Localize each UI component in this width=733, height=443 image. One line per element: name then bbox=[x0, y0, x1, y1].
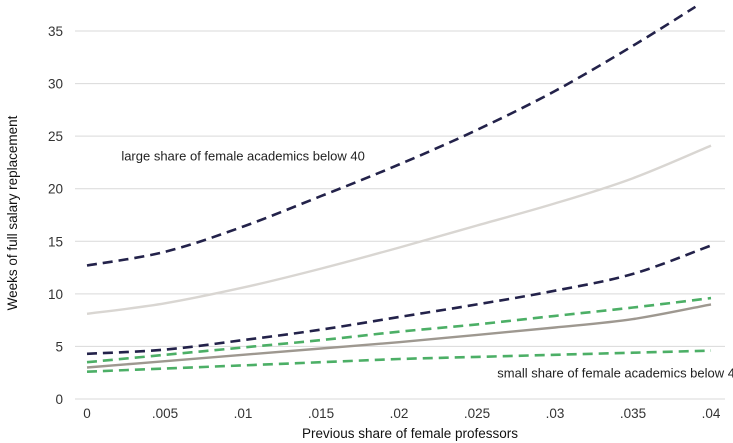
annotation-1: small share of female academics below 40 bbox=[497, 365, 733, 380]
x-tick-label-4: .02 bbox=[390, 406, 409, 421]
y-axis-title: Weeks of full salary replacement bbox=[5, 115, 20, 310]
x-axis-ticks: 0 .005 .01 .015 .02 .025 .03 .035 .04 bbox=[83, 406, 721, 421]
x-tick-label-2: .01 bbox=[234, 406, 253, 421]
x-tick-label-5: .025 bbox=[464, 406, 490, 421]
series-line-small-upper bbox=[86, 296, 712, 364]
annotation-0: large share of female academics below 40 bbox=[121, 148, 365, 163]
y-tick-label-0: 0 bbox=[55, 392, 63, 407]
y-tick-label-2: 10 bbox=[48, 287, 63, 302]
series-line-small-lower bbox=[86, 349, 712, 373]
x-tick-label-3: .015 bbox=[308, 406, 334, 421]
y-tick-label-1: 5 bbox=[55, 339, 63, 354]
plot-series bbox=[86, 5, 712, 373]
x-tick-label-7: .035 bbox=[620, 406, 646, 421]
y-tick-label-6: 30 bbox=[48, 77, 63, 92]
x-axis-title: Previous share of female professors bbox=[302, 426, 518, 441]
series-line-large-upper bbox=[86, 5, 697, 267]
annotations: large share of female academics below 40… bbox=[121, 148, 733, 380]
x-tick-label-0: 0 bbox=[83, 406, 91, 421]
y-tick-label-5: 25 bbox=[48, 129, 63, 144]
x-tick-label-6: .03 bbox=[546, 406, 565, 421]
x-tick-label-8: .04 bbox=[702, 406, 721, 421]
y-axis-ticks: 0 5 10 15 20 25 30 35 bbox=[48, 24, 63, 407]
series-line-large-lower bbox=[86, 244, 712, 356]
x-tick-label-1: .005 bbox=[152, 406, 178, 421]
y-tick-label-3: 15 bbox=[48, 234, 63, 249]
series-line-large-estimate bbox=[86, 144, 712, 315]
gridlines bbox=[75, 30, 725, 400]
y-tick-label-4: 20 bbox=[48, 182, 63, 197]
y-tick-label-7: 35 bbox=[48, 24, 63, 39]
series-line-small-estimate bbox=[86, 303, 712, 369]
